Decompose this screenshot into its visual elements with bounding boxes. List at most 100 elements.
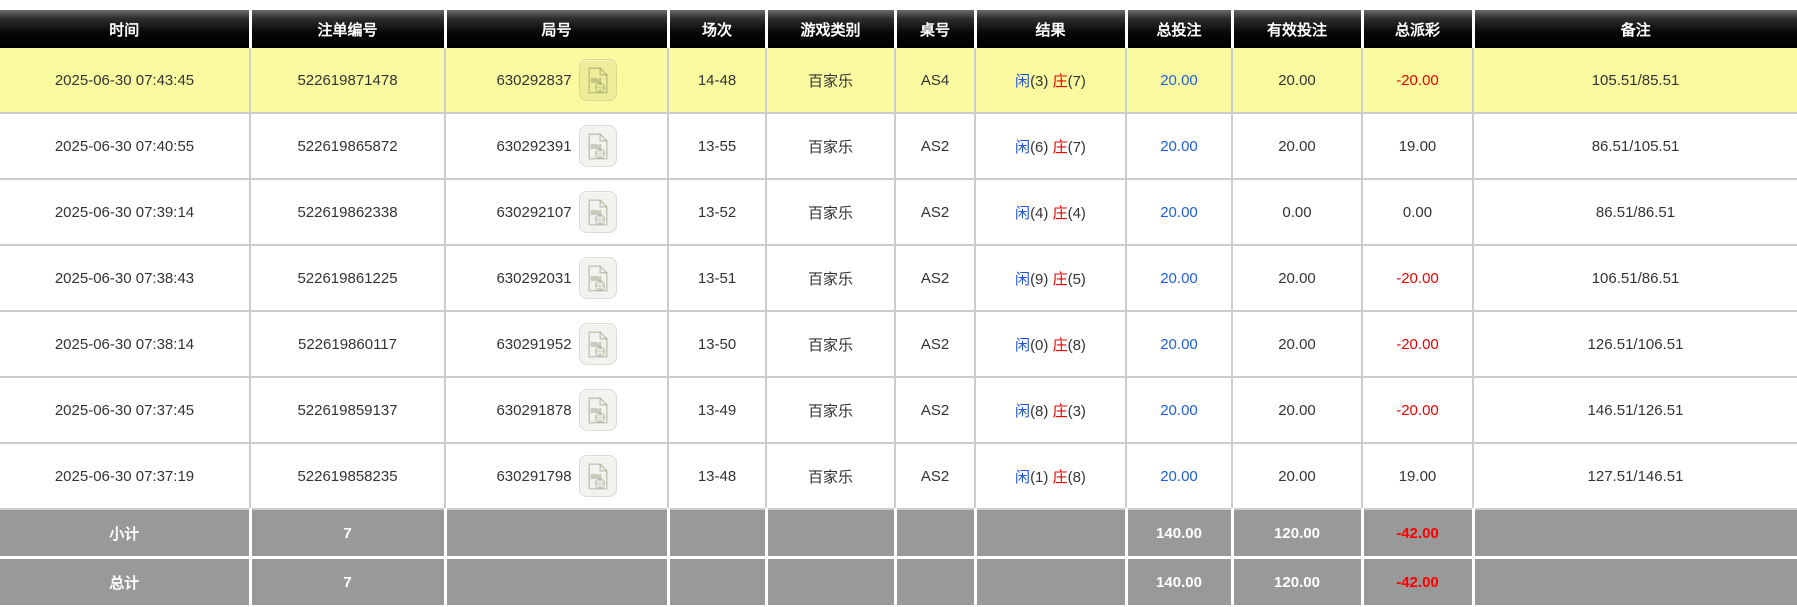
cell-bet-id: 522619860117 [249, 311, 445, 378]
round-id-text: 630292837 [496, 71, 572, 89]
cell-total-bet: 20.00 [1125, 48, 1232, 114]
result-banker-points: (8) [1067, 468, 1086, 486]
total-valid-bet: 120.00 [1230, 556, 1362, 605]
cell-valid-bet: 20.00 [1231, 311, 1362, 378]
total-empty-table-no [893, 556, 975, 605]
total-count: 7 [248, 556, 445, 605]
table-body: 2025-06-30 07:43:45 522619871478 630292837… [0, 48, 1797, 510]
result-player-points: (0) [1030, 336, 1049, 354]
total-bet-link[interactable]: 20.00 [1160, 203, 1198, 221]
cell-result: 闲(3) 庄(7) [974, 48, 1126, 114]
col-header-payout: 总派彩 [1360, 10, 1473, 48]
cell-result: 闲(6) 庄(7) [974, 113, 1126, 180]
cell-table-no: AS2 [894, 245, 975, 312]
cell-payout: -20.00 [1361, 377, 1473, 444]
cell-result: 闲(1) 庄(8) [974, 443, 1126, 510]
col-header-total-bet: 总投注 [1124, 10, 1232, 48]
cell-bet-id: 522619871478 [249, 48, 445, 114]
video-replay-button[interactable] [578, 455, 617, 497]
payout-value: 0.00 [1402, 203, 1433, 221]
result-player-points: (6) [1030, 138, 1049, 156]
cell-payout: 0.00 [1361, 179, 1473, 246]
round-id-text: 630292107 [496, 203, 572, 221]
result-banker-label: 庄 [1052, 336, 1068, 354]
result-player-points: (8) [1030, 402, 1049, 420]
cell-table-no: AS2 [894, 179, 975, 246]
video-replay-button[interactable] [578, 389, 617, 431]
video-replay-button[interactable] [578, 257, 617, 299]
table-row: 2025-06-30 07:40:55 522619865872 630292391… [0, 113, 1797, 180]
subtotal-label: 小计 [0, 509, 250, 558]
cell-table-no: AS2 [894, 443, 975, 510]
result-player-label: 闲 [1015, 72, 1031, 90]
cell-bet-id: 522619861225 [249, 245, 445, 312]
cell-total-bet: 20.00 [1125, 113, 1232, 180]
col-header-round-id: 局号 [443, 10, 668, 48]
cell-time: 2025-06-30 07:37:45 [0, 377, 250, 444]
subtotal-row: 小计 7 140.00 120.00 -42.00 [0, 509, 1797, 558]
total-bet-link[interactable]: 20.00 [1160, 137, 1198, 155]
result-banker-points: (8) [1067, 336, 1086, 354]
video-replay-icon [587, 264, 608, 291]
total-bet-link[interactable]: 20.00 [1160, 71, 1198, 89]
cell-total-bet: 20.00 [1125, 443, 1232, 510]
total-empty-game-type [764, 556, 895, 605]
col-header-time: 时间 [0, 10, 250, 48]
cell-total-bet: 20.00 [1125, 179, 1232, 246]
cell-session: 13-55 [667, 113, 766, 180]
cell-time: 2025-06-30 07:43:45 [0, 48, 250, 114]
subtotal-empty-table-no [893, 509, 975, 558]
cell-round-id: 630292837 [444, 48, 668, 114]
result-banker-label: 庄 [1052, 468, 1068, 486]
result-player-points: (1) [1030, 468, 1049, 486]
result-player-label: 闲 [1015, 336, 1031, 354]
total-bet-link[interactable]: 20.00 [1160, 335, 1198, 353]
payout-value: 19.00 [1398, 137, 1437, 155]
table-header: 时间 注单编号 局号 场次 游戏类别 桌号 结果 总投注 有效投注 总派彩 备注 [0, 10, 1797, 48]
cell-session: 13-48 [667, 443, 766, 510]
round-id-text: 630291798 [496, 467, 572, 485]
cell-round-id: 630291952 [444, 311, 668, 378]
cell-round-id: 630291798 [444, 443, 668, 510]
video-replay-icon [587, 66, 608, 93]
cell-result: 闲(9) 庄(5) [974, 245, 1126, 312]
cell-remark: 127.51/146.51 [1472, 443, 1797, 510]
result-player-points: (3) [1030, 72, 1049, 90]
result-banker-label: 庄 [1052, 402, 1068, 420]
subtotal-payout: -42.00 [1360, 509, 1473, 558]
result-banker-points: (5) [1067, 270, 1086, 288]
video-replay-icon [587, 132, 608, 159]
total-empty-session [666, 556, 766, 605]
cell-table-no: AS2 [894, 113, 975, 180]
video-replay-icon [587, 330, 608, 357]
cell-game-type: 百家乐 [765, 311, 895, 378]
result-player-label: 闲 [1015, 402, 1031, 420]
total-payout: -42.00 [1360, 556, 1473, 605]
video-replay-button[interactable] [578, 323, 617, 365]
total-bet-link[interactable]: 20.00 [1160, 467, 1198, 485]
cell-game-type: 百家乐 [765, 443, 895, 510]
subtotal-empty-game-type [764, 509, 895, 558]
cell-table-no: AS4 [894, 48, 975, 114]
result-banker-label: 庄 [1052, 72, 1068, 90]
payout-value: -20.00 [1396, 335, 1439, 353]
cell-total-bet: 20.00 [1125, 311, 1232, 378]
cell-session: 13-50 [667, 311, 766, 378]
video-replay-button[interactable] [578, 59, 617, 101]
total-bet-link[interactable]: 20.00 [1160, 401, 1198, 419]
video-replay-icon [587, 198, 608, 225]
cell-session: 13-49 [667, 377, 766, 444]
total-empty-result [973, 556, 1126, 605]
cell-time: 2025-06-30 07:38:14 [0, 311, 250, 378]
total-total-bet: 140.00 [1124, 556, 1232, 605]
video-replay-button[interactable] [578, 191, 617, 233]
total-empty-round [443, 556, 668, 605]
video-replay-button[interactable] [578, 125, 617, 167]
result-player-label: 闲 [1015, 468, 1031, 486]
col-header-result: 结果 [973, 10, 1126, 48]
total-bet-link[interactable]: 20.00 [1160, 269, 1198, 287]
cell-bet-id: 522619859137 [249, 377, 445, 444]
total-label: 总计 [0, 556, 250, 605]
round-id-text: 630292391 [496, 137, 572, 155]
cell-game-type: 百家乐 [765, 113, 895, 180]
